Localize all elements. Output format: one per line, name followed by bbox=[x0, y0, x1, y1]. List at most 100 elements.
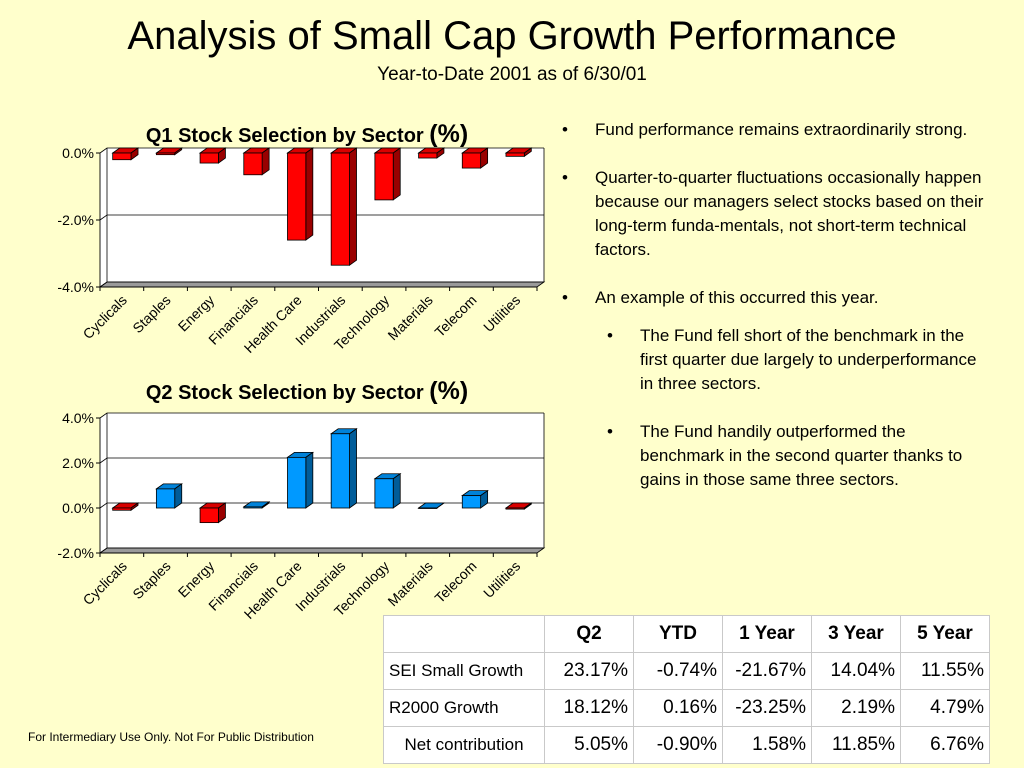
x-category-label: Energy bbox=[175, 558, 218, 601]
bullet-text: The Fund fell short of the benchmark in … bbox=[640, 326, 977, 393]
bullet-text: Quarter-to-quarter fluctuations occasion… bbox=[595, 168, 984, 259]
bullet-marker: • bbox=[562, 288, 568, 307]
x-category-label: Cyclicals bbox=[80, 292, 130, 342]
bar-front bbox=[461, 495, 482, 509]
bar-front bbox=[374, 152, 394, 201]
x-category-label: Staples bbox=[129, 292, 173, 336]
bar bbox=[286, 451, 315, 509]
plot-floor bbox=[98, 281, 546, 288]
bar-front bbox=[155, 152, 176, 156]
bullet-list: • Fund performance remains extraordinari… bbox=[556, 118, 986, 492]
bar-side bbox=[392, 472, 401, 509]
bar-side bbox=[261, 147, 270, 176]
bar-front bbox=[112, 507, 132, 511]
bar-front bbox=[155, 488, 176, 509]
table-cell: 4.79% bbox=[900, 689, 990, 727]
table-cell: 2.19% bbox=[811, 689, 901, 727]
bar-side bbox=[349, 427, 357, 509]
bar bbox=[417, 502, 446, 509]
bullet-marker: • bbox=[562, 120, 568, 139]
bar-front bbox=[243, 506, 263, 509]
slide-subtitle: Year-to-Date 2001 as of 6/30/01 bbox=[377, 64, 647, 85]
bar-side bbox=[436, 502, 445, 509]
plot-floor bbox=[98, 547, 546, 554]
plot-area bbox=[100, 413, 544, 553]
performance-table: Q2 YTD 1 Year 3 Year 5 Year SEI Small Gr… bbox=[383, 615, 990, 764]
bar bbox=[504, 147, 533, 158]
x-category-label: Energy bbox=[175, 292, 218, 335]
table-cell: 11.55% bbox=[900, 652, 990, 690]
chart-title-unit: (%) bbox=[429, 377, 468, 405]
bar bbox=[373, 472, 402, 509]
table-cell: 6.76% bbox=[900, 726, 990, 764]
bar-front bbox=[199, 507, 219, 524]
y-tick-label: -2.0% bbox=[57, 545, 94, 561]
table-row: R2000 Growth 18.12% 0.16% -23.25% 2.19% … bbox=[383, 689, 990, 727]
chart-title-unit: (%) bbox=[429, 120, 468, 148]
sub-bullet-item: • The Fund fell short of the benchmark i… bbox=[556, 324, 986, 396]
x-category-label: Materials bbox=[384, 558, 435, 609]
sub-bullet-item: • The Fund handily outperformed the benc… bbox=[556, 420, 986, 492]
q1-sector-chart: Q1 Stock Selection by Sector (%) 0.0% -2.0… bbox=[57, 120, 546, 356]
chart-title: Q2 Stock Selection by Sector (%) bbox=[146, 377, 468, 405]
bar bbox=[111, 147, 140, 161]
table-row: SEI Small Growth 23.17% -0.74% -21.67% 1… bbox=[383, 652, 990, 690]
bar-front bbox=[461, 152, 482, 169]
bar-side bbox=[349, 147, 357, 267]
x-category-label: Telecom bbox=[431, 558, 479, 606]
chart-title: Q1 Stock Selection by Sector (%) bbox=[146, 120, 468, 148]
bar bbox=[198, 502, 227, 524]
table-cell: 1.58% bbox=[722, 726, 812, 764]
table-row: Net contribution 5.05% -0.90% 1.58% 11.8… bbox=[383, 726, 990, 764]
bullet-item: • Fund performance remains extraordinari… bbox=[556, 118, 986, 142]
bar bbox=[461, 489, 489, 509]
table-cell: -23.25% bbox=[722, 689, 812, 727]
table-header-row: Q2 YTD 1 Year 3 Year 5 Year bbox=[383, 615, 990, 653]
table-row-label: Net contribution bbox=[383, 726, 545, 764]
x-category-label: Staples bbox=[129, 558, 173, 602]
bar-front bbox=[505, 507, 525, 510]
table-header-cell bbox=[383, 615, 545, 653]
y-tick-label: -4.0% bbox=[57, 279, 94, 295]
bar-front bbox=[199, 152, 219, 164]
bar-side bbox=[305, 451, 314, 509]
bar-front bbox=[418, 152, 438, 159]
table-header-cell: 5 Year bbox=[900, 615, 990, 653]
footer-disclaimer: For Intermediary Use Only. Not For Publi… bbox=[28, 730, 314, 744]
x-category-label: Telecom bbox=[431, 292, 479, 340]
q2-sector-chart: Q2 Stock Selection by Sector (%) 4.0% 2.0%… bbox=[57, 377, 546, 622]
bar bbox=[329, 427, 358, 509]
x-category-label: Utilities bbox=[480, 292, 523, 335]
bullet-text: An example of this occurred this year. bbox=[595, 288, 879, 307]
bar-front bbox=[330, 433, 350, 509]
bar-front bbox=[330, 152, 350, 266]
slide-title: Analysis of Small Cap Growth Performance bbox=[127, 14, 897, 58]
table-cell: 5.05% bbox=[544, 726, 634, 764]
bar bbox=[155, 147, 183, 156]
x-category-label: Materials bbox=[384, 292, 435, 343]
bar-front bbox=[287, 152, 307, 241]
bullet-item: • An example of this occurred this year. bbox=[556, 286, 986, 310]
y-tick-label: 2.0% bbox=[62, 455, 94, 471]
table-cell: -0.74% bbox=[633, 652, 723, 690]
bar bbox=[242, 147, 271, 176]
bar-front bbox=[374, 478, 394, 509]
bar-front bbox=[112, 152, 132, 161]
table-cell: 14.04% bbox=[811, 652, 901, 690]
bar bbox=[286, 147, 315, 241]
bullet-text: Fund performance remains extraordinarily… bbox=[595, 120, 968, 139]
bar-front bbox=[243, 152, 263, 176]
table-cell: 23.17% bbox=[544, 652, 634, 690]
table-row-label: R2000 Growth bbox=[383, 689, 545, 727]
bar bbox=[417, 147, 446, 159]
table-cell: 11.85% bbox=[811, 726, 901, 764]
plot-area bbox=[100, 148, 544, 287]
table-cell: -21.67% bbox=[722, 652, 812, 690]
bullet-text: The Fund handily outperformed the benchm… bbox=[640, 422, 963, 489]
y-tick-label: 0.0% bbox=[62, 145, 94, 161]
y-tick-label: 4.0% bbox=[62, 410, 94, 426]
bullet-marker: • bbox=[607, 422, 613, 441]
bar bbox=[198, 147, 227, 164]
bar bbox=[461, 147, 489, 169]
bar-front bbox=[287, 456, 307, 509]
